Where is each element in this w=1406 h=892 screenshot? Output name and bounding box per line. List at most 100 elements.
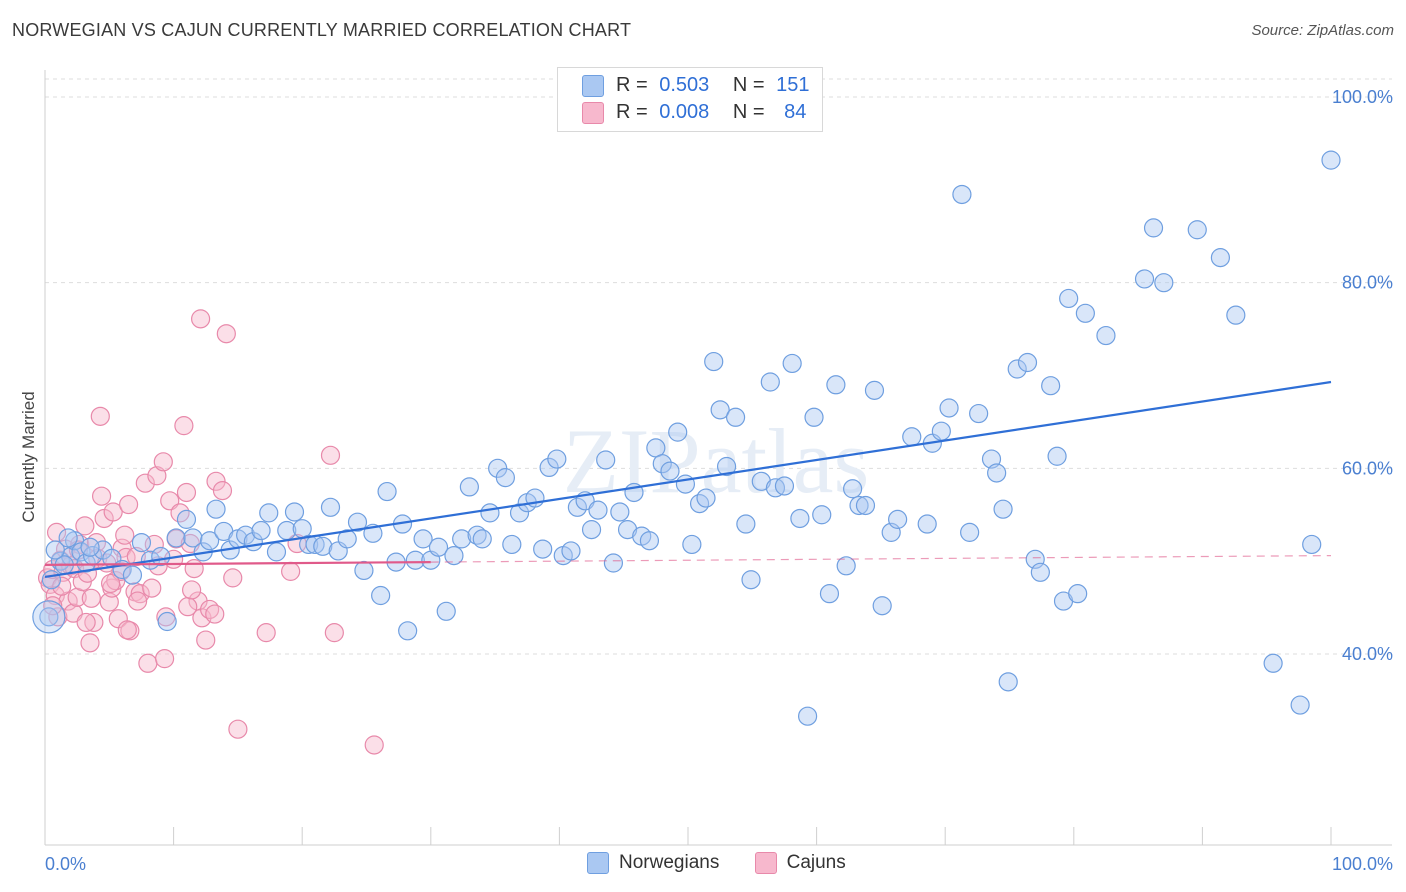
norwegian-point-50 — [444, 545, 464, 566]
norwegian-point-141 — [1290, 695, 1310, 715]
norwegian-point-44 — [398, 621, 418, 641]
norwegian-point-9 — [122, 565, 143, 585]
norwegian-point-57 — [495, 468, 515, 488]
norwegian-point-48 — [428, 537, 449, 557]
norwegian-point-123 — [1007, 359, 1027, 379]
norwegian-point-55 — [480, 503, 500, 523]
norwegian-point-98 — [797, 706, 818, 726]
norwegian-point-128 — [1047, 446, 1067, 466]
norwegian-point-81 — [668, 422, 688, 442]
cajun-point-22 — [90, 406, 110, 426]
norwegian-point-3 — [71, 542, 91, 562]
norwegian-point-85 — [696, 488, 716, 508]
norwegian-point-138 — [1210, 248, 1231, 268]
norwegian-point-140 — [1263, 653, 1283, 673]
norwegian-point-90 — [736, 514, 756, 534]
norwegians-n-value: 151 — [776, 74, 810, 96]
cajuns-trend-line — [44, 560, 431, 566]
cajun-point-72 — [127, 591, 148, 611]
cajuns-legend-label: Cajuns — [786, 852, 846, 874]
cajun-point-65 — [256, 623, 276, 643]
cajun-point-54 — [184, 558, 204, 579]
y-tick-label-0: 40.0% — [1342, 644, 1393, 664]
norwegian-point-26 — [259, 503, 279, 523]
norwegian-point-142 — [1302, 534, 1322, 555]
y-tick-label-3: 100.0% — [1332, 87, 1393, 107]
norwegian-point-136 — [1154, 273, 1174, 293]
cajun-point-74 — [174, 416, 194, 436]
norwegian-point-72 — [603, 553, 624, 573]
cajun-point-40 — [135, 473, 155, 493]
norwegian-point-67 — [567, 497, 588, 517]
cajuns-trend-line-extended — [430, 554, 1332, 563]
cajun-point-46 — [153, 452, 173, 472]
norwegian-point-59 — [509, 503, 530, 523]
norwegian-point-118 — [969, 403, 989, 424]
norwegian-point-120 — [987, 463, 1007, 483]
norwegian-point-41 — [377, 481, 397, 502]
norwegian-point-18 — [200, 531, 220, 551]
norwegian-point-33 — [313, 536, 333, 556]
norwegian-point-74 — [617, 520, 638, 540]
cajun-point-63 — [228, 719, 248, 739]
x-tick-labels: 0.0% 100.0% — [45, 854, 1393, 874]
cajun-point-60 — [212, 481, 233, 501]
norwegian-point-143 — [1321, 150, 1341, 170]
cajun-point-75 — [178, 597, 198, 617]
norwegian-point-132 — [1075, 303, 1095, 323]
norwegian-point-149 — [80, 537, 100, 557]
cajun-point-44 — [147, 466, 167, 486]
norwegian-point-52 — [459, 477, 479, 497]
norwegians-trend-line — [44, 380, 1332, 579]
norwegian-point-134 — [1134, 269, 1155, 289]
cajuns-n-label: N = — [732, 101, 765, 123]
norwegians-r-label: R = — [616, 74, 648, 96]
cajun-point-82 — [52, 576, 72, 596]
norwegians-legend-label: Norwegians — [619, 852, 720, 874]
cajun-point-39 — [130, 584, 150, 604]
cajun-point-34 — [116, 547, 136, 568]
legend-item-cajuns: Cajuns — [754, 852, 846, 874]
cajuns-r-label: R = — [616, 101, 648, 123]
norwegian-point-124 — [1017, 352, 1038, 373]
norwegian-point-31 — [299, 534, 319, 555]
norwegian-point-111 — [902, 427, 922, 447]
norwegian-point-133 — [1096, 325, 1116, 346]
norwegian-point-86 — [704, 351, 724, 372]
norwegian-point-99 — [804, 407, 824, 427]
cajuns-n-value: 84 — [784, 101, 807, 123]
cajun-point-17 — [80, 633, 100, 653]
norwegian-cluster-point — [32, 600, 66, 634]
norwegians-r-value: 0.503 — [659, 74, 710, 96]
norwegian-point-62 — [533, 539, 553, 559]
stats-legend: R = 0.503 N = 151 R = 0.008 N = 84 — [557, 67, 823, 132]
cajun-point-42 — [142, 578, 162, 598]
norwegian-point-89 — [725, 407, 746, 427]
norwegian-point-36 — [337, 529, 357, 549]
norwegian-point-116 — [952, 184, 972, 205]
norwegian-point-16 — [183, 528, 203, 548]
norwegian-point-88 — [716, 456, 737, 477]
norwegian-point-15 — [176, 509, 197, 529]
norwegian-point-105 — [849, 495, 869, 516]
norwegian-point-38 — [354, 560, 374, 581]
norwegian-point-108 — [872, 596, 892, 616]
norwegian-point-80 — [660, 461, 680, 481]
cajun-point-52 — [176, 482, 197, 503]
norwegian-point-79 — [652, 454, 672, 474]
norwegian-point-104 — [843, 479, 863, 499]
norwegian-point-45 — [405, 550, 425, 570]
norwegian-point-130 — [1059, 288, 1079, 309]
norwegian-point-51 — [452, 529, 472, 549]
norwegian-point-46 — [413, 529, 433, 549]
cajuns-legend-swatch — [754, 852, 777, 874]
norwegian-point-12 — [151, 546, 171, 567]
norwegian-point-95 — [774, 476, 795, 496]
norwegian-point-110 — [888, 509, 908, 529]
norwegian-point-102 — [826, 375, 846, 395]
cajun-point-28 — [103, 502, 123, 522]
norwegian-point-114 — [931, 421, 951, 441]
norwegian-point-148 — [58, 528, 78, 548]
norwegian-point-137 — [1187, 220, 1207, 240]
norwegian-point-73 — [610, 502, 630, 522]
